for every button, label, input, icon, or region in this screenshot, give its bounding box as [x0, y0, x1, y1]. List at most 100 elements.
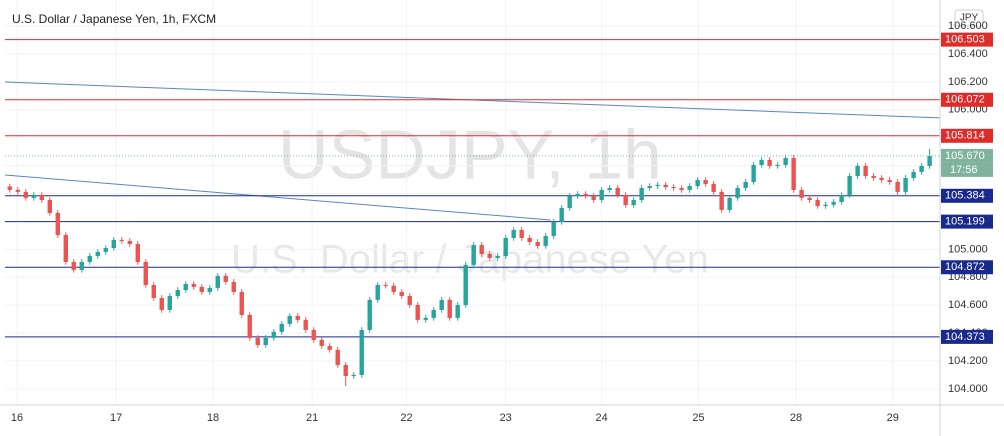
x-tick-label: 29	[887, 412, 899, 424]
x-tick-label: 25	[692, 412, 704, 424]
candle-body	[695, 180, 700, 187]
level-label: 106.503	[945, 34, 985, 46]
candle-body	[343, 364, 348, 376]
trend-line	[4, 174, 551, 221]
x-tick-label: 24	[596, 412, 608, 424]
candle-body	[55, 212, 60, 236]
candle-body	[39, 194, 44, 200]
level-label: 104.373	[945, 331, 985, 343]
candle-body	[847, 175, 852, 195]
candle-body	[615, 187, 620, 195]
level-label: 105.199	[945, 216, 985, 228]
candle-body	[63, 235, 68, 262]
candle-body	[887, 180, 892, 182]
candle-body	[767, 159, 772, 166]
candle-body	[231, 281, 236, 292]
candle-body	[575, 193, 580, 196]
candle-body	[583, 193, 588, 196]
candle-body	[383, 284, 388, 286]
candle-body	[415, 304, 420, 320]
x-tick-label: 23	[500, 412, 512, 424]
level-label: 106.072	[945, 94, 985, 106]
candle-body	[87, 255, 92, 262]
candle-body	[103, 247, 108, 252]
candle-body	[303, 319, 308, 330]
candle-body	[791, 157, 796, 190]
x-tick-label: 21	[306, 412, 318, 424]
candle-body	[631, 199, 636, 206]
candle-body	[23, 191, 28, 198]
x-tick-label: 22	[400, 412, 412, 424]
candle-body	[679, 187, 684, 190]
level-label-box	[941, 260, 993, 275]
level-label-box	[941, 329, 993, 344]
candle-body	[559, 207, 564, 222]
candle-body	[815, 199, 820, 206]
candle-body	[879, 177, 884, 181]
candle-body	[895, 181, 900, 192]
level-label: 105.814	[945, 130, 985, 142]
candle-body	[431, 309, 436, 318]
countdown-box	[941, 162, 993, 177]
currency-button[interactable]	[954, 9, 984, 27]
current-price-box	[941, 148, 993, 163]
level-label-box	[941, 32, 993, 47]
candle-body	[479, 244, 484, 254]
y-tick-label: 104.000	[948, 383, 988, 395]
candle-body	[535, 241, 540, 246]
candle-body	[783, 157, 788, 165]
candle-body	[863, 165, 868, 176]
candle-body	[79, 261, 84, 270]
candle-body	[623, 194, 628, 206]
candle-body	[927, 155, 932, 166]
y-tick-label: 105.000	[948, 243, 988, 255]
candle-body	[111, 239, 116, 248]
candle-body	[871, 175, 876, 178]
candle-body	[447, 299, 452, 318]
candle-body	[263, 337, 268, 345]
candle-body	[687, 186, 692, 190]
candle-body	[455, 304, 460, 318]
y-tick-label: 106.400	[948, 48, 988, 60]
candle-body	[607, 187, 612, 190]
candle-body	[279, 323, 284, 332]
candle-body	[167, 296, 172, 310]
candle-body	[143, 261, 148, 285]
y-tick-label: 104.600	[948, 299, 988, 311]
watermark-subtitle: U.S. Dollar / Japanese Yen	[231, 238, 709, 282]
candle-body	[711, 183, 716, 192]
candle-body	[119, 239, 124, 242]
candle-body	[639, 187, 644, 200]
candle-body	[567, 195, 572, 208]
candle-body	[375, 284, 380, 300]
candle-body	[751, 164, 756, 182]
y-tick-label: 106.600	[948, 20, 988, 32]
currency-button-label[interactable]: JPY	[960, 13, 979, 24]
candle-body	[647, 186, 652, 188]
countdown-label: 17:56	[950, 164, 978, 176]
candle-body	[151, 284, 156, 298]
candle-body	[911, 171, 916, 178]
candle-body	[175, 290, 180, 297]
candle-body	[399, 291, 404, 297]
candle-body	[591, 195, 596, 200]
candle-body	[719, 191, 724, 210]
y-tick-label: 106.200	[948, 76, 988, 88]
candle-body	[823, 204, 828, 206]
candle-body	[71, 261, 76, 270]
candle-body	[855, 165, 860, 176]
candle-body	[671, 187, 676, 189]
plot	[4, 0, 941, 405]
candle-body	[295, 315, 300, 320]
candle-body	[31, 194, 36, 198]
candle-body	[743, 181, 748, 188]
candle-body	[183, 284, 188, 291]
candle-body	[487, 253, 492, 258]
level-label: 104.872	[945, 261, 985, 273]
level-label-box	[941, 188, 993, 203]
candle-body	[463, 264, 468, 305]
candle-body	[127, 241, 132, 244]
candle-body	[527, 237, 532, 242]
candle-body	[919, 165, 924, 172]
candle-body	[839, 194, 844, 202]
